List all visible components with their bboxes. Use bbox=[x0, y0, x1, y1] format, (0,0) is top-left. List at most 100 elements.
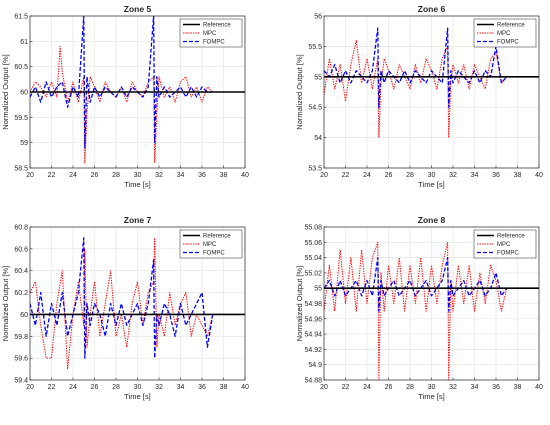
tick-label-x: 28 bbox=[406, 384, 414, 391]
tick-label-y: 60.6 bbox=[14, 246, 28, 253]
tick-label-x: 36 bbox=[198, 172, 206, 179]
legend-label-reference: Reference bbox=[203, 23, 231, 29]
legend-box bbox=[179, 229, 243, 259]
legend-label-mpc: MPC bbox=[497, 242, 511, 248]
y-axis-label: Normalized Output [%] bbox=[1, 266, 10, 341]
tick-label-y: 54.98 bbox=[304, 301, 322, 308]
legend-box bbox=[473, 229, 537, 259]
tick-label-y: 55 bbox=[314, 286, 322, 293]
y-axis-label: Normalized Output [%] bbox=[1, 54, 10, 129]
x-axis-label: Time [s] bbox=[124, 392, 150, 401]
tick-label-x: 32 bbox=[155, 172, 163, 179]
tick-label-y: 60.4 bbox=[14, 268, 28, 275]
tick-label-y: 55.08 bbox=[304, 225, 322, 232]
chart-title: Zone 8 bbox=[418, 215, 446, 225]
tick-label-y: 54.92 bbox=[304, 347, 322, 354]
legend-label-reference: Reference bbox=[203, 234, 231, 240]
series-line-fompc bbox=[30, 16, 213, 149]
tick-label-x: 28 bbox=[112, 172, 120, 179]
tick-label-x: 28 bbox=[112, 384, 120, 391]
tick-label-x: 20 bbox=[26, 172, 34, 179]
tick-label-y: 58.5 bbox=[14, 166, 28, 173]
tick-label-x: 32 bbox=[155, 384, 163, 391]
tick-label-y: 59.5 bbox=[14, 115, 28, 122]
tick-label-y: 55.06 bbox=[304, 240, 322, 247]
series-line-mpc bbox=[324, 39, 508, 139]
tick-label-x: 38 bbox=[220, 384, 228, 391]
legend-box bbox=[179, 18, 243, 48]
tick-label-x: 38 bbox=[220, 172, 228, 179]
axes-frame bbox=[323, 226, 540, 381]
legend: Reference MPC FOMPC bbox=[473, 18, 537, 48]
tick-label-x: 24 bbox=[69, 384, 77, 391]
tick-label-x: 20 bbox=[320, 172, 328, 179]
tick-label-x: 24 bbox=[69, 172, 77, 179]
legend: Reference MPC FOMPC bbox=[473, 229, 537, 259]
x-axis-label: Time [s] bbox=[418, 180, 444, 189]
tick-label-x: 24 bbox=[363, 384, 371, 391]
legend-label-fompc: FOMPC bbox=[497, 251, 519, 257]
tick-label-x: 22 bbox=[48, 384, 56, 391]
tick-label-x: 40 bbox=[535, 172, 543, 179]
tick-label-y: 61 bbox=[20, 39, 28, 46]
tick-label-y: 54.9 bbox=[308, 362, 322, 369]
axes-frame bbox=[29, 226, 246, 381]
tick-label-y: 55.5 bbox=[308, 44, 322, 51]
tick-label-y: 60.5 bbox=[14, 64, 28, 71]
tick-label-y: 55.04 bbox=[304, 255, 322, 262]
tick-label-x: 36 bbox=[492, 384, 500, 391]
legend-label-mpc: MPC bbox=[203, 31, 217, 37]
tick-label-y: 54.96 bbox=[304, 316, 322, 323]
tick-label-x: 40 bbox=[535, 384, 543, 391]
tick-label-x: 40 bbox=[241, 172, 249, 179]
chart-zone-5: 20 22 24 26 28 30 32 34 36 38 40 58.5 59 59.5 60 60.5 61… bbox=[1, 4, 249, 189]
legend-label-mpc: MPC bbox=[203, 242, 217, 248]
chart-title: Zone 7 bbox=[124, 215, 152, 225]
series-line-fompc bbox=[324, 256, 508, 312]
tick-label-x: 22 bbox=[342, 172, 350, 179]
chart-zone-8: 20 22 24 26 28 30 32 34 36 38 40 54.88 54.9 54.92 54.9… bbox=[295, 215, 543, 401]
y-axis-label: Normalized Output [%] bbox=[295, 54, 304, 129]
tick-label-y: 53.5 bbox=[308, 166, 322, 173]
legend: Reference MPC FOMPC bbox=[179, 229, 243, 259]
tick-label-y: 60.2 bbox=[14, 290, 28, 297]
tick-label-y: 56 bbox=[314, 14, 322, 21]
tick-label-x: 22 bbox=[342, 384, 350, 391]
tick-label-y: 59.6 bbox=[14, 356, 28, 363]
tick-label-x: 20 bbox=[26, 384, 34, 391]
tick-label-y: 60 bbox=[20, 312, 28, 319]
tick-label-y: 54.94 bbox=[304, 332, 322, 339]
tick-label-x: 26 bbox=[91, 384, 99, 391]
tick-label-y: 59.8 bbox=[14, 334, 28, 341]
series-line-mpc bbox=[324, 241, 508, 380]
tick-label-x: 40 bbox=[241, 384, 249, 391]
legend-label-fompc: FOMPC bbox=[203, 40, 225, 46]
tick-label-y: 54.88 bbox=[304, 378, 322, 385]
tick-label-x: 26 bbox=[91, 172, 99, 179]
tick-label-x: 36 bbox=[492, 172, 500, 179]
tick-label-x: 34 bbox=[471, 384, 479, 391]
axes-frame bbox=[323, 15, 540, 169]
tick-label-x: 26 bbox=[385, 172, 393, 179]
tick-label-x: 36 bbox=[198, 384, 206, 391]
y-axis-label: Normalized Output [%] bbox=[295, 266, 304, 341]
tick-label-y: 59 bbox=[20, 140, 28, 147]
tick-label-y: 59.4 bbox=[14, 378, 28, 385]
tick-label-x: 38 bbox=[514, 384, 522, 391]
tick-label-y: 61.5 bbox=[14, 14, 28, 21]
legend-label-fompc: FOMPC bbox=[203, 251, 225, 257]
tick-label-y: 60 bbox=[20, 90, 28, 97]
tick-label-x: 24 bbox=[363, 172, 371, 179]
tick-label-y: 55 bbox=[314, 74, 322, 81]
legend-label-fompc: FOMPC bbox=[497, 40, 519, 46]
legend-label-reference: Reference bbox=[497, 234, 525, 240]
x-axis-label: Time [s] bbox=[418, 392, 444, 401]
tick-label-y: 54 bbox=[314, 135, 322, 142]
tick-label-x: 34 bbox=[177, 384, 185, 391]
tick-label-x: 26 bbox=[385, 384, 393, 391]
tick-label-y: 54.5 bbox=[308, 105, 322, 112]
series-line-fompc bbox=[324, 27, 508, 108]
tick-label-x: 20 bbox=[320, 384, 328, 391]
tick-label-y: 55.02 bbox=[304, 270, 322, 277]
